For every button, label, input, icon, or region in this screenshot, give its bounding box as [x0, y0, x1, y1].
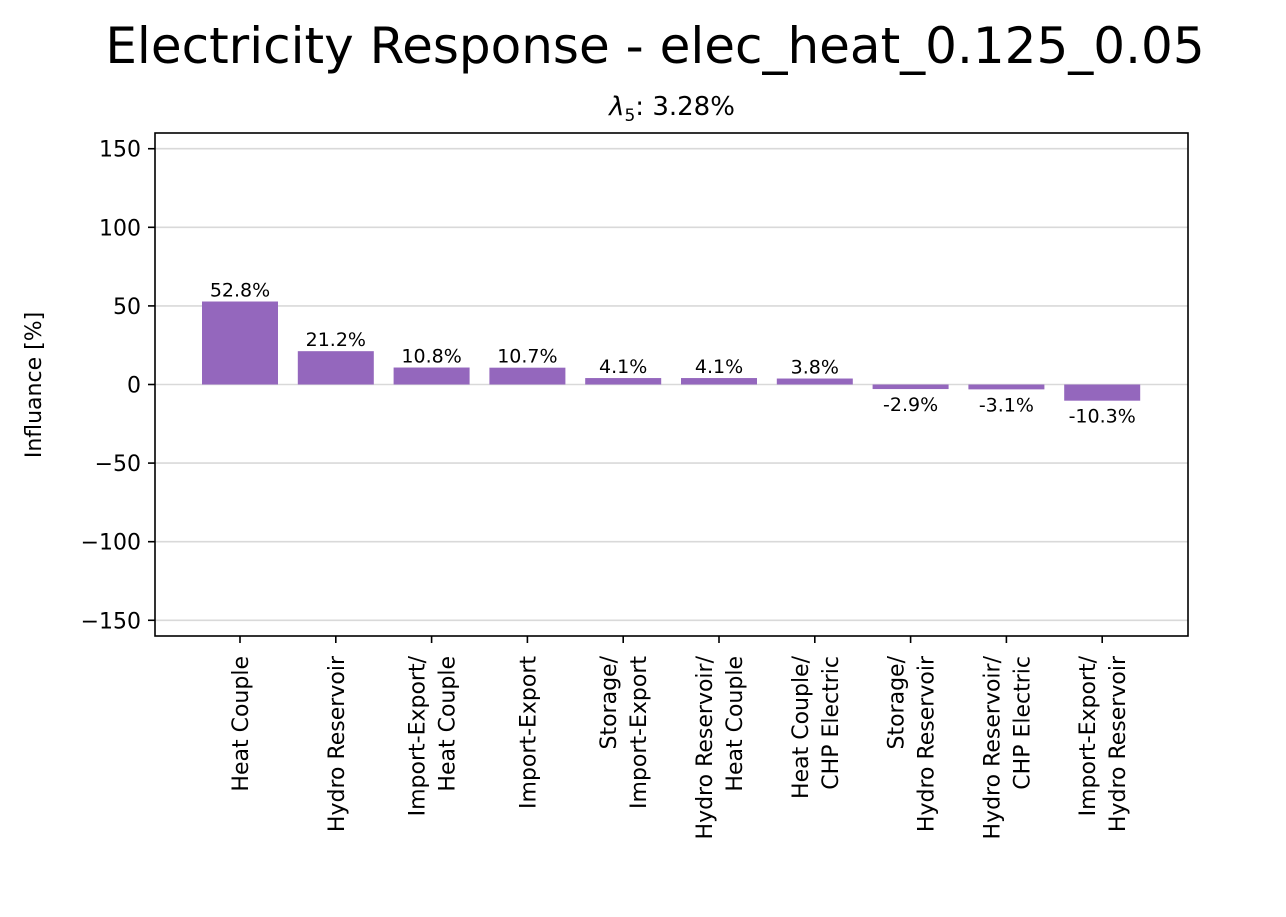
data-label: 10.8% [401, 346, 461, 368]
data-labels: 52.8% 21.2% 10.8% 10.7% 4.1% 4.1% 3.8% -2.9% -3.… [210, 280, 1136, 428]
y-tick-label: −150 [81, 609, 141, 634]
bar [968, 384, 1045, 390]
y-tick-label: 50 [113, 295, 141, 320]
bar [872, 384, 949, 390]
bar [297, 351, 374, 385]
chart-subtitle: λ5: 3.28% [607, 92, 735, 126]
x-tick-label: Hydro Reservoir [1106, 655, 1131, 832]
x-tick-label: Hydro Reservoir [325, 655, 350, 832]
bar [393, 367, 470, 385]
x-tick-label: CHP Electric [1010, 656, 1035, 790]
data-label: 21.2% [306, 329, 366, 351]
x-tick-label: Heat Couple [436, 656, 461, 792]
y-tick-label: 0 [127, 374, 141, 399]
x-tick-label: Hydro Reservoir/ [980, 655, 1005, 839]
x-axis: Heat Couple Hydro Reservoir Import-Export/… [229, 636, 1131, 839]
y-axis-label: Influance [%] [22, 312, 47, 458]
x-tick-label: Import-Export/ [1076, 655, 1101, 816]
data-label: 10.7% [497, 346, 557, 368]
x-tick-label: Heat Couple [723, 656, 748, 792]
data-label: 3.8% [791, 357, 839, 379]
data-label: 4.1% [599, 356, 647, 378]
x-tick-label: Hydro Reservoir [915, 655, 940, 832]
x-tick-label: Import-Export/ [406, 655, 431, 816]
bar [681, 378, 757, 385]
x-tick-label: Import-Export [627, 656, 652, 809]
bar [776, 378, 853, 385]
x-tick-label: Storage/ [885, 655, 910, 749]
x-tick-label: Heat Couple [229, 656, 254, 792]
x-tick-label: Import-Export [516, 656, 541, 809]
y-tick-label: −100 [81, 531, 141, 556]
bars [202, 301, 1141, 401]
y-tick-label: 100 [99, 216, 141, 241]
subtitle-symbol: λ [607, 92, 624, 122]
y-tick-label: −50 [95, 452, 141, 477]
data-label: -10.3% [1069, 406, 1136, 428]
data-label: 52.8% [210, 280, 270, 302]
y-tick-label: 150 [99, 138, 141, 163]
bar [489, 367, 566, 385]
data-label: -2.9% [883, 394, 938, 416]
x-tick-label: Storage/ [597, 655, 622, 749]
bar [202, 301, 278, 385]
x-tick-label: Heat Couple/ [789, 655, 814, 799]
subtitle-subscript: 5 [624, 106, 635, 126]
y-axis: 150 100 50 0 −50 −100 −150 [81, 138, 155, 634]
data-label: -3.1% [979, 394, 1034, 416]
subtitle-text: : 3.28% [635, 92, 735, 122]
x-tick-label: Hydro Reservoir/ [693, 655, 718, 839]
bar [1064, 384, 1141, 401]
chart-title: Electricity Response - elec_heat_0.125_0… [105, 17, 1204, 75]
data-label: 4.1% [695, 356, 743, 378]
bar [585, 378, 662, 385]
x-tick-label: CHP Electric [819, 656, 844, 790]
